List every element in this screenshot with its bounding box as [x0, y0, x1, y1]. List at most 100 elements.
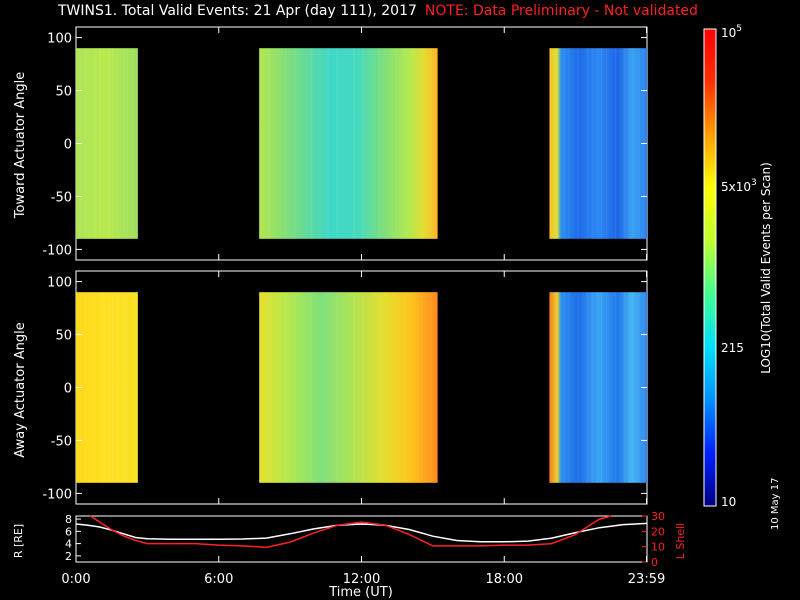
- title-note: NOTE: Data Preliminary - Not validated: [424, 3, 698, 19]
- y-tick-label: 0: [64, 138, 72, 153]
- left-tick-label: 2: [65, 550, 72, 563]
- heatmap-streak: [117, 292, 119, 483]
- heatmap-streak: [259, 292, 261, 483]
- y-tick-label: -100: [42, 487, 72, 502]
- heatmap-streak: [568, 292, 571, 483]
- heatmap-streak: [362, 292, 364, 483]
- heatmap-streak: [268, 292, 270, 483]
- y-tick-label: -50: [51, 190, 72, 205]
- radius-line: [75, 522, 648, 543]
- heatmap-streak: [310, 48, 313, 239]
- heatmap-streak: [637, 292, 640, 483]
- panel3-right-label: L Shell: [674, 523, 687, 559]
- heatmap-streak: [126, 292, 128, 483]
- heatmap-streak: [605, 292, 608, 483]
- right-tick-label: 0: [651, 556, 658, 569]
- heatmap-streak: [259, 48, 261, 239]
- heatmap-streak: [577, 292, 580, 483]
- heatmap-streak: [88, 292, 90, 483]
- heatmap-streak: [395, 48, 397, 239]
- heatmap-streak: [549, 48, 551, 239]
- heatmap-streak: [421, 48, 423, 239]
- heatmap-streak: [84, 48, 87, 239]
- panel2-ylabel: Away Actuator Angle: [13, 322, 28, 457]
- heatmap-streak: [586, 48, 589, 239]
- panel3-left-label: R [RE]: [12, 524, 25, 558]
- heatmap-streak: [268, 48, 270, 239]
- right-tick-label: 10: [651, 541, 665, 554]
- heatmap-streak: [99, 48, 102, 239]
- left-tick-label: 4: [65, 538, 72, 551]
- heatmap-streak: [135, 48, 137, 239]
- heatmap-streak: [132, 48, 134, 239]
- heatmap-streak: [586, 292, 589, 483]
- heatmap-streak: [563, 48, 566, 239]
- heatmap-streak: [93, 48, 96, 239]
- heatmap-streak: [84, 292, 87, 483]
- heatmap-streak: [549, 292, 551, 483]
- heatmap-streak: [623, 292, 626, 483]
- y-tick-label: -50: [51, 434, 72, 449]
- colorbar: 105 5x103 215 10 LOG10(Total Valid Event…: [703, 24, 773, 509]
- colorbar-tick-mid: 5x103: [721, 178, 757, 194]
- heatmap-streak: [353, 48, 355, 239]
- y-tick-label: 50: [55, 329, 72, 344]
- heatmap-streak: [430, 292, 432, 483]
- colorbar-tick-min: 10: [721, 495, 736, 509]
- heatmap-streak: [126, 48, 128, 239]
- heatmap-streak: [102, 48, 105, 239]
- heatmap-streak: [108, 292, 111, 483]
- heatmap-block: [259, 48, 438, 239]
- heatmap-block: [549, 292, 647, 483]
- y-tick-label: 50: [55, 85, 72, 100]
- heatmap-streak: [568, 48, 571, 239]
- away-angle-panel: 100 50 0 -50 -100 Away Actuator Angle: [13, 270, 648, 505]
- heatmap-streak: [614, 48, 617, 239]
- right-tick-label: 30: [651, 510, 665, 523]
- heatmap-streak: [600, 48, 603, 239]
- x-tick-label: 23:59: [628, 572, 665, 587]
- heatmap-streak: [353, 292, 355, 483]
- heatmap-streak: [577, 48, 580, 239]
- x-axis-label: Time (UT): [328, 585, 393, 600]
- heatmap-streak: [99, 292, 102, 483]
- heatmap-streak: [132, 292, 134, 483]
- right-tick-label: 20: [651, 525, 665, 538]
- heatmap-streak: [563, 292, 566, 483]
- heatmap-streak: [600, 292, 603, 483]
- heatmap-streak: [591, 48, 594, 239]
- heatmap-streak: [614, 292, 617, 483]
- heatmap-streak: [117, 48, 119, 239]
- heatmap-streak: [102, 292, 105, 483]
- heatmap-block: [259, 292, 438, 483]
- heatmap-streak: [284, 48, 287, 239]
- colorbar-label: LOG10(Total Valid Events per Scan): [759, 162, 773, 374]
- y-tick-label: 100: [47, 32, 72, 47]
- heatmap-streak: [294, 48, 296, 239]
- heatmap-streak: [605, 48, 608, 239]
- heatmap-streak: [336, 292, 338, 483]
- heatmap-streak: [378, 48, 381, 239]
- heatmap-block: [76, 292, 138, 483]
- heatmap-streak: [628, 48, 631, 239]
- plot-title: TWINS1. Total Valid Events: 21 Apr (day …: [58, 3, 698, 19]
- y-tick-label: -100: [42, 243, 72, 258]
- heatmap-streak: [123, 292, 125, 483]
- heatmap-streak: [378, 292, 381, 483]
- toward-angle-panel: 100 50 0 -50 -100 Toward Actuator Angle: [13, 26, 648, 261]
- colorbar-tick-low: 215: [721, 341, 744, 355]
- y-tick-label: 0: [64, 382, 72, 397]
- heatmap-streak: [135, 292, 137, 483]
- heatmap-streak: [123, 48, 125, 239]
- heatmap-streak: [628, 292, 631, 483]
- heatmap-streak: [362, 48, 364, 239]
- heatmap-streak: [623, 48, 626, 239]
- heatmap-streak: [421, 292, 423, 483]
- heatmap-streak: [554, 48, 556, 239]
- x-tick-label: 0:00: [61, 572, 90, 587]
- x-tick-label: 12:00: [343, 572, 380, 587]
- colorbar-tick-max: 105: [721, 24, 742, 40]
- heatmap-streak: [554, 292, 556, 483]
- heatmap-streak: [430, 48, 432, 239]
